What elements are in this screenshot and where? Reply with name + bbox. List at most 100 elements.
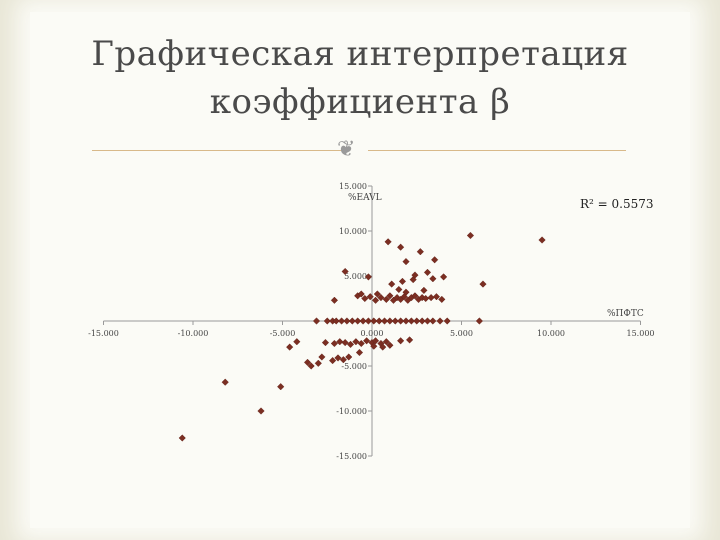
data-point xyxy=(352,338,360,346)
data-point xyxy=(307,362,315,370)
x-tick-label: 15.000 xyxy=(627,329,655,338)
data-point xyxy=(286,343,294,351)
data-point xyxy=(395,285,403,294)
y-tick-label: 5.000 xyxy=(344,272,367,281)
data-point xyxy=(380,317,389,325)
curly-flourish-icon: ❦ xyxy=(337,137,356,162)
data-point xyxy=(363,337,371,345)
x-axis-label: %ПФТС xyxy=(607,309,644,319)
data-point xyxy=(375,317,383,325)
y-tick-label: 10.000 xyxy=(339,227,367,236)
x-tick-label: -10.000 xyxy=(178,329,209,338)
data-point xyxy=(397,337,405,345)
data-point xyxy=(379,343,387,351)
data-point xyxy=(339,356,347,364)
data-point xyxy=(384,238,392,246)
data-point xyxy=(371,337,380,345)
title-line-2: коэффициента β xyxy=(209,82,511,122)
data-point xyxy=(341,339,349,347)
data-point xyxy=(429,317,437,325)
data-point xyxy=(431,256,439,264)
title-line-1: Графическая интерпретация xyxy=(91,34,629,74)
data-point xyxy=(366,293,374,301)
data-point xyxy=(371,296,380,304)
data-point xyxy=(343,317,351,325)
data-point xyxy=(479,280,487,288)
data-point xyxy=(323,317,331,325)
data-point xyxy=(373,290,381,298)
data-point xyxy=(364,317,373,325)
data-point xyxy=(359,317,367,325)
data-point xyxy=(329,357,337,365)
divider-left xyxy=(92,150,342,151)
data-point xyxy=(397,243,405,251)
slide-panel xyxy=(30,12,690,528)
data-point xyxy=(382,295,390,303)
data-point xyxy=(438,295,446,303)
data-point xyxy=(466,231,475,240)
data-point xyxy=(334,354,342,362)
data-point xyxy=(400,293,408,301)
data-point xyxy=(337,317,346,325)
data-point xyxy=(440,273,448,281)
data-point xyxy=(318,353,326,361)
y-axis-label: %EAVL xyxy=(348,193,382,203)
data-point xyxy=(354,317,362,325)
data-point xyxy=(475,317,483,325)
data-point xyxy=(330,296,338,304)
x-tick-label: -15.000 xyxy=(88,329,119,338)
data-point xyxy=(382,338,390,346)
data-point xyxy=(411,292,419,300)
x-tick-label: 0.000 xyxy=(361,329,384,338)
data-point xyxy=(321,339,330,347)
data-point xyxy=(432,293,441,301)
data-point xyxy=(429,275,437,283)
data-point xyxy=(357,339,365,348)
data-point xyxy=(332,317,340,325)
y-tick-label: 15.000 xyxy=(339,182,367,191)
data-point xyxy=(370,317,378,325)
data-point xyxy=(411,271,419,279)
x-tick-label: 10.000 xyxy=(537,329,565,338)
data-point xyxy=(330,339,338,348)
data-point xyxy=(303,358,312,366)
data-point xyxy=(538,236,546,244)
data-point xyxy=(427,294,435,302)
data-point xyxy=(257,407,265,415)
chart-points xyxy=(178,231,546,442)
data-point xyxy=(416,248,424,256)
data-point xyxy=(364,273,373,281)
data-point xyxy=(402,288,410,296)
data-point xyxy=(388,280,396,288)
data-point xyxy=(277,383,285,391)
data-point xyxy=(398,277,407,285)
data-point xyxy=(423,317,432,325)
data-point xyxy=(314,359,322,367)
data-point xyxy=(341,267,349,276)
data-point xyxy=(312,317,321,325)
y-tick-label: -15.000 xyxy=(336,452,367,461)
x-tick-label: 5.000 xyxy=(450,329,473,338)
slide-title: Графическая интерпретация коэффициента β xyxy=(0,30,720,126)
data-point xyxy=(346,340,355,348)
data-point xyxy=(357,290,365,298)
data-point xyxy=(436,317,444,325)
data-point xyxy=(386,292,394,300)
data-point xyxy=(386,341,394,349)
data-point xyxy=(293,338,301,346)
data-point xyxy=(178,434,186,442)
data-point xyxy=(397,317,405,325)
y-tick-label: -10.000 xyxy=(336,407,367,416)
data-point xyxy=(355,348,364,357)
y-tick-label: -5.000 xyxy=(341,362,367,371)
data-point xyxy=(221,378,229,386)
data-point xyxy=(345,353,353,361)
data-point xyxy=(418,317,426,325)
data-point xyxy=(336,338,344,346)
data-point xyxy=(413,317,421,325)
data-point xyxy=(406,336,414,344)
data-point xyxy=(402,258,410,266)
data-point xyxy=(420,286,428,294)
data-point xyxy=(370,342,378,350)
